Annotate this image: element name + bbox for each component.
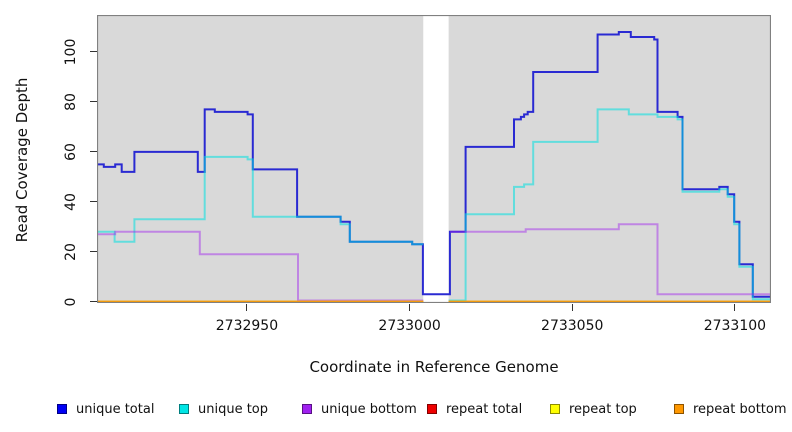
x-tick-label: 2733100 (703, 318, 767, 334)
coverage-gap-band (423, 15, 449, 303)
legend-item-unique-top: unique top (179, 401, 268, 417)
series-unique-top-line (448, 108, 771, 302)
y-tick-label: 20 (63, 242, 79, 261)
legend-label: repeat total (446, 401, 523, 417)
legend-swatch-icon (57, 404, 67, 414)
series-unique-bottom-line (97, 230, 424, 302)
x-tick-label: 2733000 (378, 318, 441, 334)
x-tick-mark (409, 304, 411, 311)
y-tick-label: 80 (63, 93, 79, 111)
x-tick-mark (571, 304, 573, 311)
y-tick-mark (90, 51, 97, 53)
legend-swatch-icon (674, 404, 684, 414)
legend-swatch-icon (427, 404, 437, 414)
legend: unique total unique top unique bottom repea… (0, 401, 792, 419)
legend-swatch-icon (550, 404, 560, 414)
legend-label: repeat top (569, 401, 637, 417)
legend-label: unique total (76, 401, 155, 417)
plot-border (97, 15, 771, 303)
y-tick-mark (90, 101, 97, 103)
y-tick-mark (90, 301, 97, 303)
y-axis-title: Read Coverage Depth (13, 77, 31, 243)
legend-label: repeat bottom (693, 401, 787, 417)
y-tick-mark (90, 201, 97, 203)
y-tick-label: 0 (63, 297, 79, 307)
y-tick-mark (90, 151, 97, 153)
legend-swatch-icon (302, 404, 312, 414)
legend-item-unique-total: unique total (57, 401, 154, 417)
y-tick-label: 40 (63, 192, 79, 211)
y-tick-label: 100 (63, 38, 79, 66)
legend-label: unique bottom (321, 401, 417, 417)
series-unique-bottom-line (449, 223, 771, 296)
legend-item-unique-bottom: unique bottom (302, 401, 417, 417)
y-tick-label: 60 (63, 142, 79, 161)
plot-panel (97, 15, 771, 303)
legend-item-repeat-total: repeat total (427, 401, 522, 417)
legend-swatch-icon (179, 404, 189, 414)
x-axis-title: Coordinate in Reference Genome (309, 358, 559, 376)
legend-label: unique top (198, 401, 269, 417)
legend-item-repeat-top: repeat top (550, 401, 637, 417)
x-tick-mark (246, 304, 248, 311)
y-tick-mark (90, 251, 97, 253)
legend-item-repeat-bottom: repeat bottom (674, 401, 787, 417)
x-tick-label: 2733050 (541, 318, 604, 334)
x-tick-label: 2732950 (215, 318, 279, 334)
x-tick-mark (734, 304, 736, 311)
series-unique-top-line (97, 155, 424, 246)
